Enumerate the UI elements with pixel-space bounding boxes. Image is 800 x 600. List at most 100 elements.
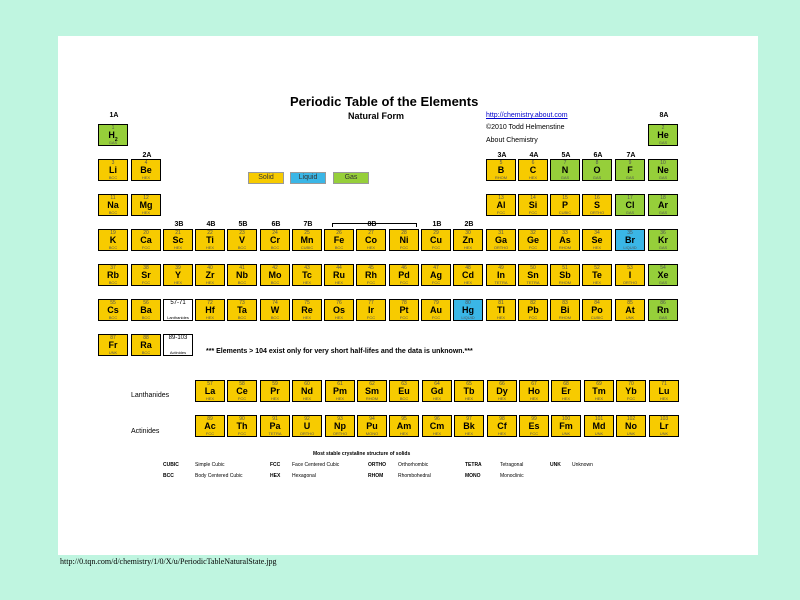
element-cell-zr: 40 Zr HEX xyxy=(195,264,225,286)
element-cell-ba: 56 Ba BCC xyxy=(131,299,161,321)
element-symbol: W xyxy=(270,305,280,315)
atomic-number: 13 xyxy=(498,195,504,201)
crystal-structure: BCC xyxy=(270,315,280,320)
element-cell-se: 34 Se HEX xyxy=(582,229,612,251)
crystal-structure: HEX xyxy=(432,396,442,401)
element-symbol: Pa xyxy=(269,421,281,431)
crystal-structure: HEX xyxy=(302,396,312,401)
element-symbol: Fr xyxy=(108,340,118,350)
atomic-number: 19 xyxy=(110,230,116,236)
site-name: About Chemistry xyxy=(486,137,538,144)
atomic-number: 52 xyxy=(594,265,600,271)
atomic-number: 61 xyxy=(337,381,343,387)
element-symbol: Gd xyxy=(430,386,444,396)
element-symbol: Os xyxy=(332,305,345,315)
element-symbol: Au xyxy=(430,305,442,315)
atomic-number: 29 xyxy=(433,230,439,236)
element-cell-tm: 69 Tm HEX xyxy=(584,380,614,402)
element-symbol: Ni xyxy=(399,235,409,245)
key-entry: RHOM xyxy=(368,473,384,479)
crystal-structure: UNK xyxy=(594,431,604,436)
element-symbol: Yb xyxy=(625,386,637,396)
element-symbol: Po xyxy=(591,305,603,315)
element-symbol: Er xyxy=(561,386,571,396)
atomic-number: 69 xyxy=(596,381,602,387)
element-symbol: Bi xyxy=(560,305,570,315)
atomic-number: 53 xyxy=(627,265,633,271)
crystal-structure: BCC xyxy=(141,350,151,355)
element-symbol: Hg xyxy=(462,305,474,315)
element-cell-sr: 38 Sr FCC xyxy=(131,264,161,286)
element-symbol: Zn xyxy=(462,235,474,245)
crystal-structure: TETRA xyxy=(526,280,540,285)
placeholder-label: Actinides xyxy=(169,350,187,355)
element-symbol: Tc xyxy=(302,270,312,280)
atomic-number: 93 xyxy=(337,416,343,422)
element-cell-cr: 24 Cr BCC xyxy=(260,229,290,251)
atomic-number: 72 xyxy=(207,300,213,306)
crystal-structure: HEX xyxy=(497,431,507,436)
atomic-number: 34 xyxy=(594,230,600,236)
element-cell-cm: 96 Cm HEX xyxy=(422,415,452,437)
element-cell-am: 95 Am HEX xyxy=(389,415,419,437)
element-symbol: Hf xyxy=(205,305,215,315)
element-symbol: N xyxy=(561,165,569,175)
element-cell-mg: 12 Mg HEX xyxy=(131,194,161,216)
element-symbol: Tl xyxy=(497,305,505,315)
element-cell-np: 93 Np ORTHO xyxy=(325,415,355,437)
crystal-structure: HEX xyxy=(592,245,602,250)
element-cell-mo: 42 Mo BCC xyxy=(260,264,290,286)
element-cell-tb: 65 Tb HEX xyxy=(454,380,484,402)
key-desc: Face Centered Cubic xyxy=(292,462,340,468)
crystal-structure: CUBIC xyxy=(590,315,604,320)
element-symbol: Ru xyxy=(333,270,345,280)
element-cell-es: 99 Es FCC xyxy=(519,415,549,437)
crystal-structure: RHOM xyxy=(494,175,508,180)
element-symbol: Te xyxy=(592,270,602,280)
atomic-number: 23 xyxy=(239,230,245,236)
element-symbol: K xyxy=(109,235,117,245)
element-cell-ru: 44 Ru HEX xyxy=(324,264,354,286)
group-label-3a: 3A xyxy=(497,152,507,159)
element-cell-h: 1 H2 GAS xyxy=(98,124,128,146)
atomic-number: 70 xyxy=(628,381,634,387)
crystal-structure: HEX xyxy=(173,280,183,285)
atomic-number: 17 xyxy=(627,195,633,201)
crystal-structure: RHOM xyxy=(558,245,572,250)
element-symbol: Se xyxy=(591,235,603,245)
atomic-number: 100 xyxy=(561,416,571,422)
element-cell-dy: 66 Dy HEX xyxy=(487,380,517,402)
element-symbol: Ar xyxy=(657,200,668,210)
atomic-number: 35 xyxy=(627,230,633,236)
atomic-number: 66 xyxy=(499,381,505,387)
element-symbol: O xyxy=(593,165,601,175)
element-symbol: At xyxy=(625,305,635,315)
crystal-structure: UNK xyxy=(108,350,118,355)
atomic-number: 28 xyxy=(401,230,407,236)
crystal-structure: ORTHO xyxy=(622,280,638,285)
source-link[interactable]: http://chemistry.about.com xyxy=(486,112,568,119)
element-symbol: F xyxy=(627,165,633,175)
element-symbol: He xyxy=(657,130,669,140)
crystal-structure: GAS xyxy=(592,175,602,180)
crystal-structure: FCC xyxy=(431,245,441,250)
crystal-structure: HEX xyxy=(366,245,376,250)
element-symbol: Fe xyxy=(333,235,345,245)
crystal-structure: BCC xyxy=(108,210,118,215)
atomic-number: 8 xyxy=(595,160,599,166)
crystal-structure: HEX xyxy=(205,396,215,401)
atomic-number: 92 xyxy=(304,416,310,422)
element-symbol: La xyxy=(204,386,216,396)
atomic-number: 7 xyxy=(563,160,567,166)
crystal-structure: HEX xyxy=(432,431,442,436)
crystal-structure: CUBIC xyxy=(300,245,314,250)
element-cell-md: 101 Md UNK xyxy=(584,415,614,437)
atomic-number: 80 xyxy=(465,300,471,306)
element-cell-os: 76 Os HEX xyxy=(324,299,354,321)
crystal-structure: BCC xyxy=(270,280,280,285)
crystal-structure: GAS xyxy=(658,315,668,320)
crystal-structure: GAS xyxy=(560,175,570,180)
element-symbol: Ge xyxy=(526,235,539,245)
crystal-structure: ORTHO xyxy=(589,210,605,215)
element-symbol: V xyxy=(238,235,245,245)
